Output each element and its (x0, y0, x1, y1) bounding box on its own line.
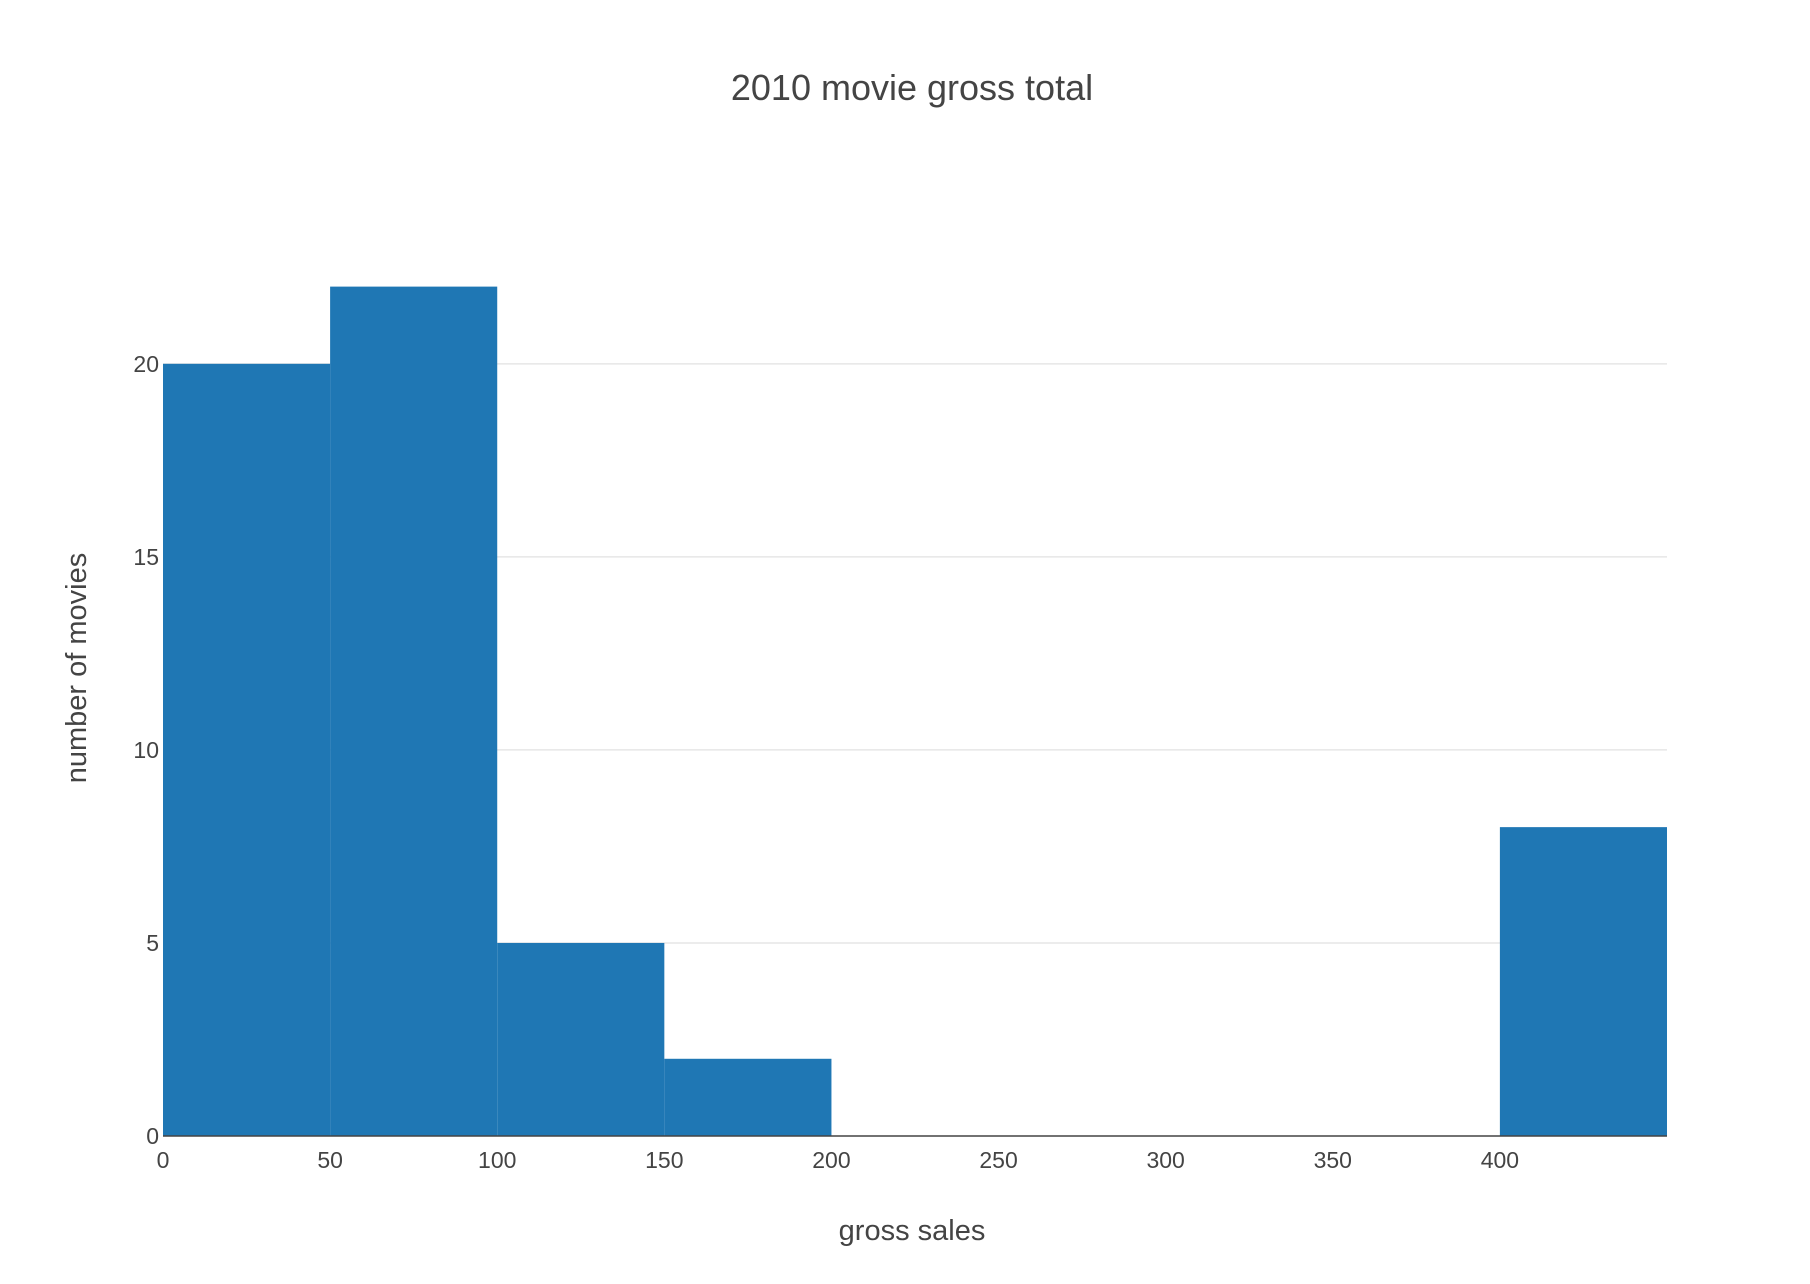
histogram-bar-50-100 (330, 286, 498, 1136)
x-tick-label: 100 (478, 1147, 516, 1173)
y-tick-label: 20 (133, 351, 159, 377)
x-tick-label: 350 (1314, 1147, 1352, 1173)
x-axis-title: gross sales (839, 1215, 986, 1247)
histogram-bar-150-200 (664, 1058, 832, 1136)
x-tick-label: 50 (317, 1147, 343, 1173)
chart-title: 2010 movie gross total (731, 67, 1093, 108)
y-axis-title: number of movies (61, 553, 93, 784)
histogram-bar-0-50 (163, 363, 331, 1137)
histogram-bar-100-150 (497, 942, 665, 1136)
histogram-bar-400-450 (1499, 827, 1667, 1136)
y-axis-ticks: 0 5 10 15 20 (133, 351, 159, 1149)
x-tick-label: 250 (979, 1147, 1017, 1173)
y-tick-label: 15 (133, 544, 159, 570)
histogram-bars (163, 286, 1667, 1137)
y-tick-label: 10 (133, 737, 159, 763)
x-axis-ticks: 0 50 100 150 200 250 300 350 400 (157, 1147, 1519, 1173)
x-tick-label: 200 (812, 1147, 850, 1173)
x-tick-label: 400 (1481, 1147, 1519, 1173)
x-tick-label: 300 (1146, 1147, 1184, 1173)
x-tick-label: 0 (157, 1147, 170, 1173)
x-tick-label: 150 (645, 1147, 683, 1173)
y-tick-label: 5 (146, 930, 159, 956)
y-tick-label: 0 (146, 1123, 159, 1149)
